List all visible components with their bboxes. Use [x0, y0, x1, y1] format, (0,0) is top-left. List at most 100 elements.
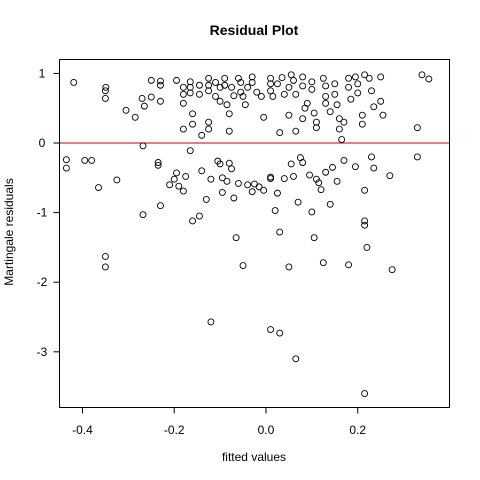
data-point: [273, 80, 281, 88]
data-point: [377, 97, 385, 105]
data-point: [319, 259, 327, 267]
data-point: [122, 106, 130, 114]
data-point: [156, 77, 164, 85]
data-point: [280, 90, 288, 98]
data-point: [205, 81, 213, 89]
data-point: [223, 101, 231, 109]
x-axis: -0.4 -0.2 0.0 0.2: [72, 407, 366, 437]
data-point: [156, 81, 164, 89]
data-point: [365, 74, 373, 82]
y-tick-label: -3: [37, 345, 48, 359]
data-point: [147, 76, 155, 84]
data-point: [310, 234, 318, 242]
data-point: [368, 153, 375, 161]
data-point: [179, 125, 187, 133]
data-point: [225, 159, 233, 167]
data-point: [234, 179, 242, 187]
data-point: [287, 160, 295, 168]
data-point: [205, 125, 213, 133]
data-point: [212, 79, 219, 86]
data-point: [370, 103, 378, 111]
data-point: [368, 87, 375, 95]
data-point: [189, 110, 197, 118]
data-point: [345, 74, 353, 82]
data-point: [267, 175, 275, 182]
data-point: [241, 101, 249, 109]
data-point: [345, 83, 353, 91]
data-point: [228, 165, 236, 173]
data-point: [239, 262, 247, 269]
x-tick-label: 0.2: [349, 423, 366, 437]
y-tick-label: -1: [37, 206, 48, 220]
data-point: [225, 127, 233, 135]
data-point: [276, 228, 284, 236]
data-point: [101, 87, 109, 95]
data-point: [234, 74, 242, 82]
data-point: [287, 71, 295, 79]
data-point: [195, 90, 203, 98]
data-point: [370, 164, 378, 172]
data-point: [102, 83, 110, 91]
data-point: [290, 76, 297, 84]
data-point: [267, 87, 275, 95]
data-point: [308, 78, 316, 86]
data-point: [331, 90, 339, 98]
data-point: [230, 194, 238, 202]
data-point: [299, 82, 307, 90]
y-axis-label: Martingale residuals: [2, 178, 16, 285]
data-point: [212, 92, 219, 100]
chart-title: Residual Plot: [210, 22, 299, 38]
data-point: [292, 90, 300, 98]
data-point: [338, 136, 346, 143]
data-point: [147, 93, 155, 101]
data-point: [216, 160, 224, 168]
data-point: [292, 127, 300, 135]
data-point: [140, 102, 148, 110]
data-point: [361, 186, 369, 194]
data-point: [361, 390, 369, 398]
data-point: [299, 73, 307, 81]
x-tick-label: -0.4: [72, 423, 93, 437]
data-point: [154, 161, 162, 169]
data-point: [248, 73, 256, 81]
data-point: [326, 200, 334, 208]
data-point: [239, 92, 247, 100]
data-point: [179, 90, 187, 98]
data-point: [361, 221, 369, 229]
data-point: [267, 80, 275, 88]
data-point: [354, 80, 362, 88]
data-point: [271, 207, 279, 214]
data-point: [156, 202, 164, 210]
data-point: [113, 176, 121, 184]
data-point: [223, 177, 231, 185]
data-point: [308, 85, 316, 93]
data-point: [166, 181, 174, 189]
data-point: [310, 109, 318, 117]
data-point: [81, 156, 89, 164]
data-point: [207, 318, 215, 326]
data-point: [255, 183, 263, 191]
data-point: [195, 212, 203, 220]
data-point: [101, 95, 109, 102]
data-point: [218, 174, 226, 182]
data-point: [88, 156, 96, 164]
data-point: [101, 263, 109, 271]
data-point: [276, 329, 284, 337]
data-point: [138, 95, 146, 102]
data-point: [70, 79, 78, 86]
data-point: [198, 167, 206, 175]
data-point: [205, 118, 213, 126]
x-axis-label: fitted values: [222, 450, 286, 464]
data-point: [186, 147, 194, 155]
data-point: [260, 113, 268, 121]
data-point: [189, 120, 197, 128]
data-point: [230, 92, 238, 100]
data-point: [326, 108, 334, 116]
data-point: [101, 253, 109, 260]
data-point: [218, 188, 226, 196]
data-point: [340, 118, 348, 126]
data-point: [195, 81, 203, 89]
data-point: [347, 95, 355, 103]
data-point: [358, 111, 366, 119]
data-point: [257, 92, 265, 100]
